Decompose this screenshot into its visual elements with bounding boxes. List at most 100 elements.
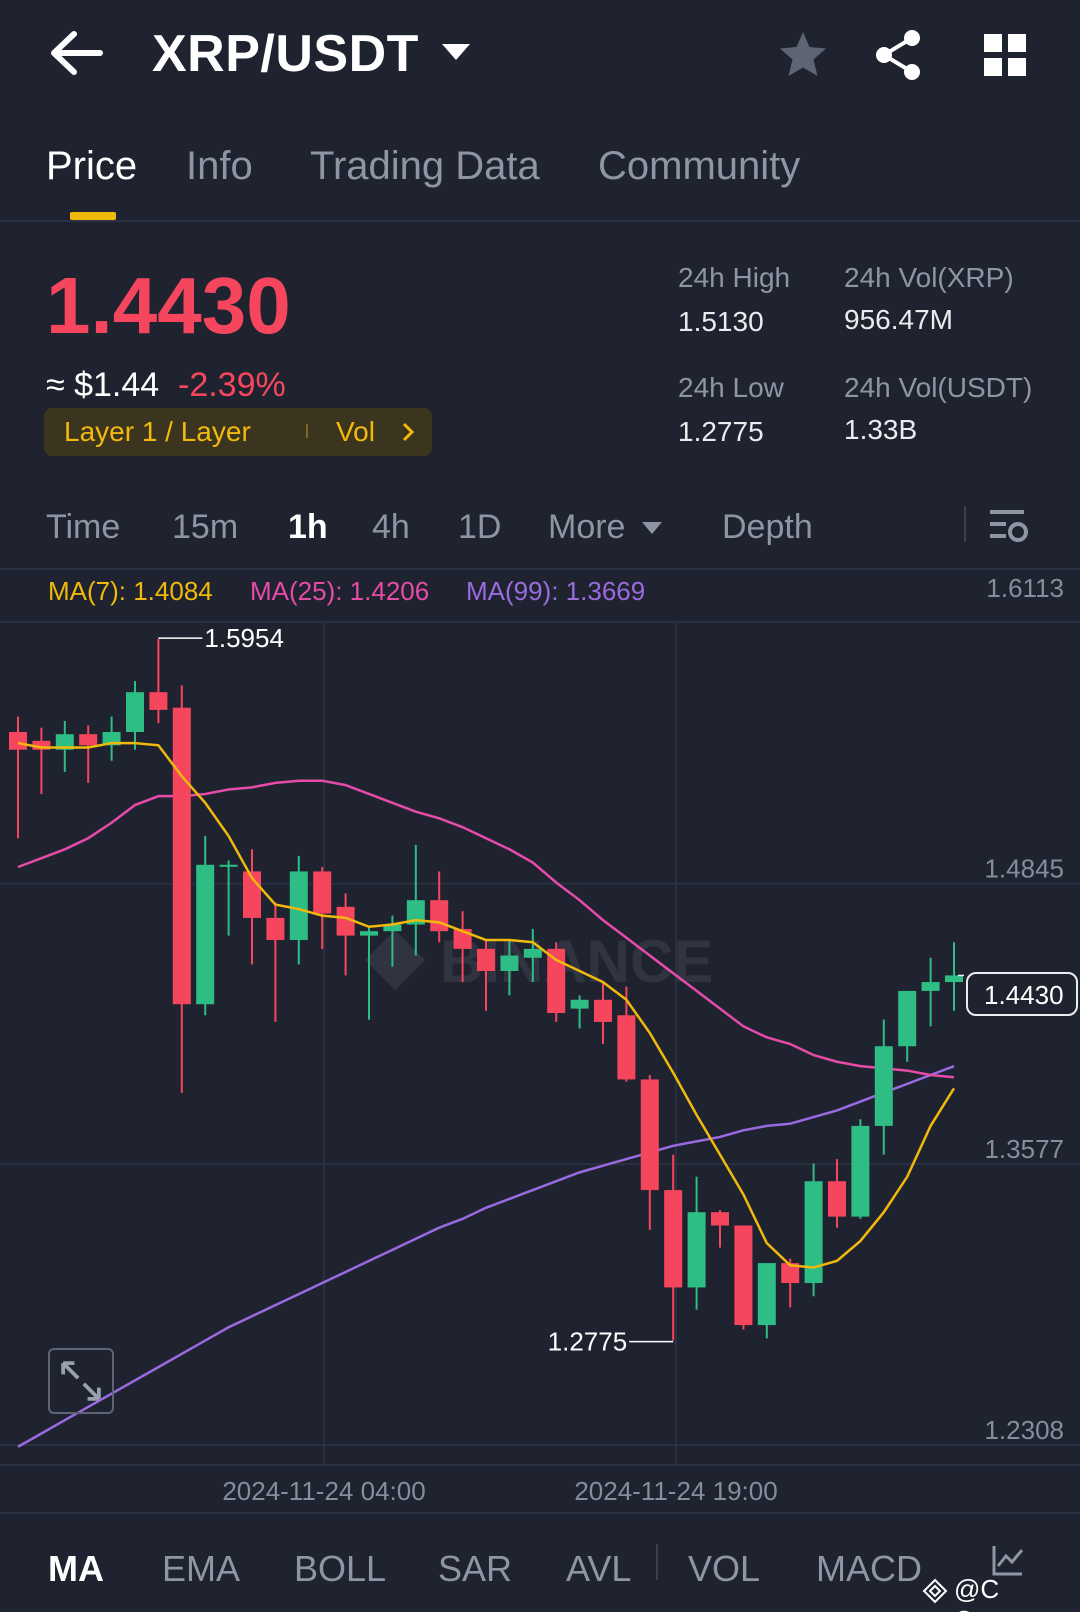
candle (500, 940, 519, 996)
candle (617, 986, 636, 1082)
active-tab-indicator (70, 212, 116, 220)
candle-body (336, 906, 355, 936)
y-tick-label: 1.6113 (986, 573, 1064, 603)
candle-body (921, 982, 940, 991)
candle (874, 1019, 893, 1155)
chart-settings-icon[interactable] (986, 504, 1030, 548)
candle-body (406, 900, 425, 925)
candle-body (360, 931, 378, 936)
ind-vol[interactable]: VOL (688, 1548, 761, 1589)
low-marker-label: 1.2775 (548, 1327, 628, 1357)
current-price-value: 1.4430 (984, 980, 1064, 1010)
tab-community[interactable]: Community (598, 144, 801, 188)
indicator-settings-icon[interactable] (990, 1542, 1026, 1578)
candle-body (383, 924, 402, 932)
candle (172, 685, 191, 1093)
category-tag[interactable]: Layer 1 / Layer Vol (44, 408, 432, 456)
candle (360, 926, 378, 1020)
candle-body (266, 917, 285, 941)
back-arrow-icon[interactable] (46, 28, 104, 78)
candle-body (570, 999, 589, 1009)
stat-low-label: 24h Low (678, 372, 784, 403)
tag-divider (306, 424, 308, 438)
candlestick-chart[interactable]: 1.6113 1.4845 1.3577 1.2308 2024-11-24 04:00… (0, 572, 1080, 1512)
tf-4h[interactable]: 4h (372, 508, 410, 546)
candle (219, 860, 238, 936)
tf-more[interactable]: More (548, 508, 626, 546)
candle (32, 727, 51, 794)
ind-macd[interactable]: MACD (816, 1548, 922, 1589)
tf-15m[interactable]: 15m (172, 508, 239, 546)
y-tick-label: 1.4845 (984, 854, 1064, 884)
candle (79, 725, 98, 783)
candle-body (126, 692, 144, 733)
candle-body (898, 990, 917, 1047)
pair-title[interactable]: XRP/USDT (152, 25, 419, 83)
high-marker-label: 1.5954 (204, 623, 284, 653)
tf-1h[interactable]: 1h (288, 508, 328, 546)
star-icon[interactable] (776, 28, 830, 82)
candle (828, 1159, 846, 1228)
tf-1d[interactable]: 1D (458, 508, 502, 546)
ma99-legend: MA(99): 1.3669 (466, 576, 646, 606)
candle (664, 1154, 683, 1341)
candle (313, 866, 332, 949)
last-price: 1.4430 (46, 261, 291, 350)
candle (9, 716, 27, 839)
ind-boll[interactable]: BOLL (294, 1548, 387, 1589)
expand-icon[interactable] (48, 1348, 114, 1414)
chart-grid: 1.6113 1.4845 1.3577 1.2308 2024-11-24 04:00… (0, 573, 1080, 1506)
stat-high-value: 1.5130 (678, 306, 764, 337)
stat-vol-quote-label: 24h Vol(USDT) (844, 372, 1033, 403)
y-tick-label: 1.3577 (984, 1134, 1064, 1164)
candle (570, 995, 589, 1029)
candle-body (523, 948, 542, 958)
ma7-legend: MA(7): 1.4084 (48, 576, 213, 606)
candle-body (594, 999, 612, 1022)
y-tick-label: 1.2308 (984, 1415, 1064, 1445)
ind-avl[interactable]: AVL (566, 1548, 632, 1589)
stat-vol-quote-value: 1.33B (844, 414, 918, 445)
chart-labels: 1.5954 1.2775 (158, 623, 964, 1357)
candle (477, 940, 495, 1011)
tf-time[interactable]: Time (46, 508, 121, 546)
candle (804, 1163, 823, 1297)
stat-low-value: 1.2775 (678, 416, 764, 447)
timeframe-bar: Time 15m 1h 4h 1D More Depth (0, 496, 1080, 570)
grid-icon[interactable] (978, 28, 1032, 82)
candle-body (79, 734, 98, 746)
candle (921, 957, 940, 1027)
ma7-line (17, 741, 956, 1269)
tab-info[interactable]: Info (186, 144, 253, 188)
candle (781, 1258, 800, 1308)
tab-price[interactable]: Price (46, 144, 138, 188)
credit-text: @C Queen (954, 1574, 1032, 1612)
candle (149, 639, 168, 724)
chevron-down-icon[interactable] (442, 44, 470, 60)
candle-body (687, 1212, 706, 1288)
indicator-bar: MA EMA BOLL SAR AVL VOL MACD (0, 1512, 1080, 1612)
x-tick-label: 2024-11-24 19:00 (574, 1476, 777, 1506)
ind-ema[interactable]: EMA (162, 1548, 241, 1589)
ma99-polyline (17, 1064, 955, 1448)
tab-trading-data[interactable]: Trading Data (310, 144, 540, 188)
candle-body (711, 1212, 729, 1226)
candle-body (547, 948, 566, 1014)
ind-ma[interactable]: MA (48, 1548, 104, 1589)
candle-body (851, 1125, 870, 1217)
current-price-tag: 1.4430 (966, 972, 1078, 1016)
candle-body (32, 740, 51, 750)
candle-body (477, 948, 495, 972)
binance-watermark: BINANCE (365, 928, 713, 995)
share-icon[interactable] (872, 28, 926, 82)
divider (656, 1544, 658, 1580)
tf-depth[interactable]: Depth (722, 508, 813, 546)
candle-body (313, 871, 332, 914)
candle (945, 942, 963, 1011)
ind-sar[interactable]: SAR (438, 1548, 513, 1589)
candle-body (781, 1263, 800, 1284)
candle-body (945, 975, 963, 983)
candle (266, 902, 285, 1022)
candle (640, 1075, 659, 1230)
candle-body (804, 1181, 823, 1284)
